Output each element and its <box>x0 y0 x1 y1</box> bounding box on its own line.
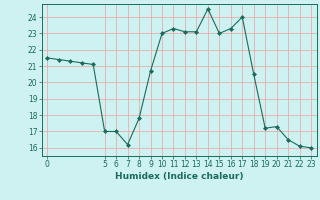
X-axis label: Humidex (Indice chaleur): Humidex (Indice chaleur) <box>115 172 244 181</box>
